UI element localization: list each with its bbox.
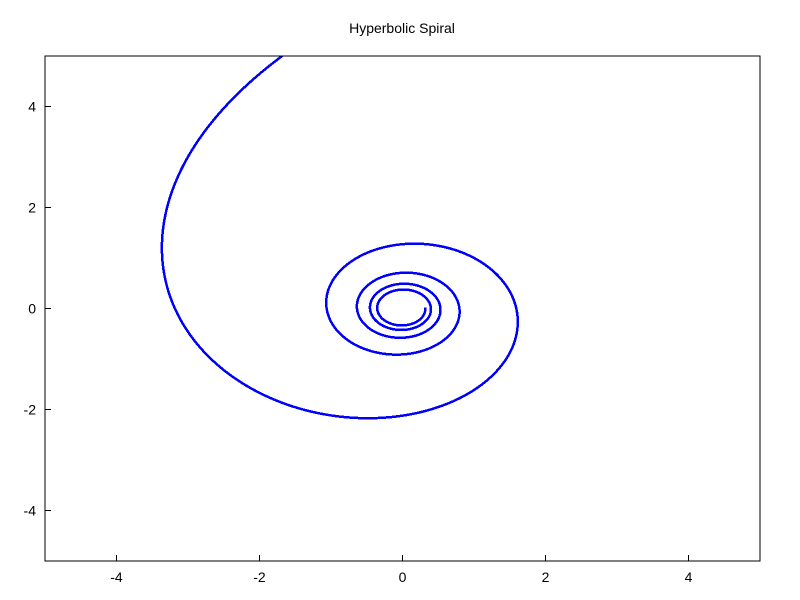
plot-frame (44, 55, 761, 562)
y-tick-label: 4 (28, 99, 36, 115)
y-tick-label: 0 (28, 301, 36, 317)
y-tick-label: -4 (24, 503, 37, 519)
y-tick-label: -2 (24, 402, 37, 418)
y-tick-label: 2 (28, 200, 36, 216)
x-tick-label: 0 (399, 569, 407, 585)
x-tick-label: 2 (542, 569, 550, 585)
spiral-curve-layer (160, 56, 520, 420)
x-tick-label: -4 (110, 569, 123, 585)
chart-title: Hyperbolic Spiral (349, 20, 455, 36)
axis-ticks: -4 -2 0 2 4 -4 -2 0 2 4 (24, 99, 693, 586)
x-tick-label: 4 (685, 569, 693, 585)
series-path-hyperbolic-spiral (160, 56, 520, 420)
x-tick-label: -2 (253, 569, 266, 585)
